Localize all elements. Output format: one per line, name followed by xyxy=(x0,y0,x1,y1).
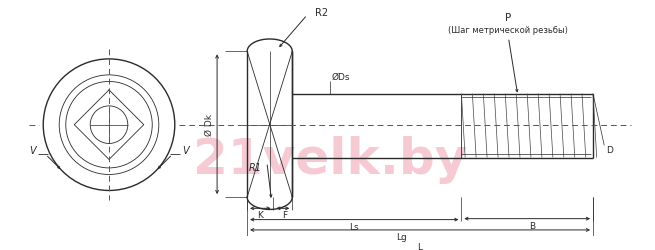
Text: (Шаг метрической резьбы): (Шаг метрической резьбы) xyxy=(449,26,569,35)
Text: V: V xyxy=(182,145,189,155)
Text: Lg: Lg xyxy=(396,232,407,241)
Text: ØDs: ØDs xyxy=(331,73,350,82)
Text: L: L xyxy=(418,242,422,250)
Text: K: K xyxy=(257,210,263,220)
Text: Ø Dk: Ø Dk xyxy=(205,114,214,136)
Text: Ls: Ls xyxy=(350,222,359,231)
Text: B: B xyxy=(529,221,535,230)
Text: P: P xyxy=(505,12,512,22)
Text: F: F xyxy=(282,210,288,220)
Text: R1: R1 xyxy=(249,162,262,172)
Text: R2: R2 xyxy=(315,8,328,18)
Text: V: V xyxy=(29,145,36,155)
Text: D: D xyxy=(607,145,613,154)
Text: 21velk.by: 21velk.by xyxy=(193,136,467,184)
